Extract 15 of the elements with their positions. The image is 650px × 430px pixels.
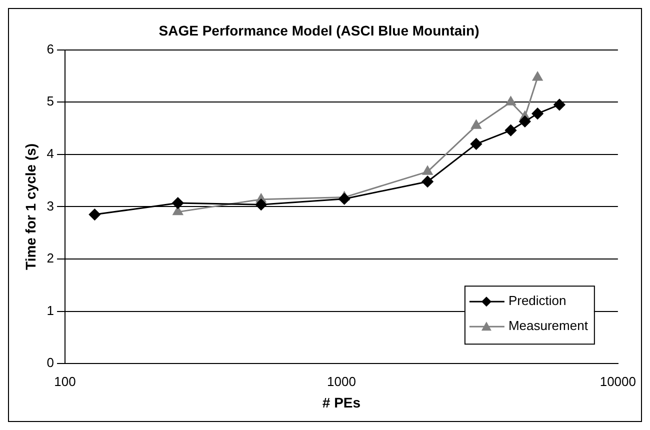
y-tick-label: 5 — [46, 94, 54, 109]
y-tick-label: 2 — [46, 250, 54, 266]
x-tick-label: 1000 — [327, 374, 356, 389]
x-axis-title: # PEs — [322, 394, 361, 410]
x-tick-label: 10000 — [600, 374, 636, 389]
y-tick-label: 3 — [46, 198, 54, 214]
chart-title: SAGE Performance Model (ASCI Blue Mountain) — [158, 22, 480, 38]
y-tick-label: 0 — [46, 355, 54, 370]
legend-label: Prediction — [508, 293, 566, 308]
x-tick-label: 100 — [54, 374, 76, 389]
legend-label: Measurement — [508, 318, 588, 334]
y-axis-title: Time for 1 cycle (s) — [22, 143, 38, 270]
y-tick-label: 4 — [46, 146, 54, 161]
y-tick-label: 6 — [46, 41, 54, 56]
y-tick-label: 1 — [46, 302, 54, 318]
